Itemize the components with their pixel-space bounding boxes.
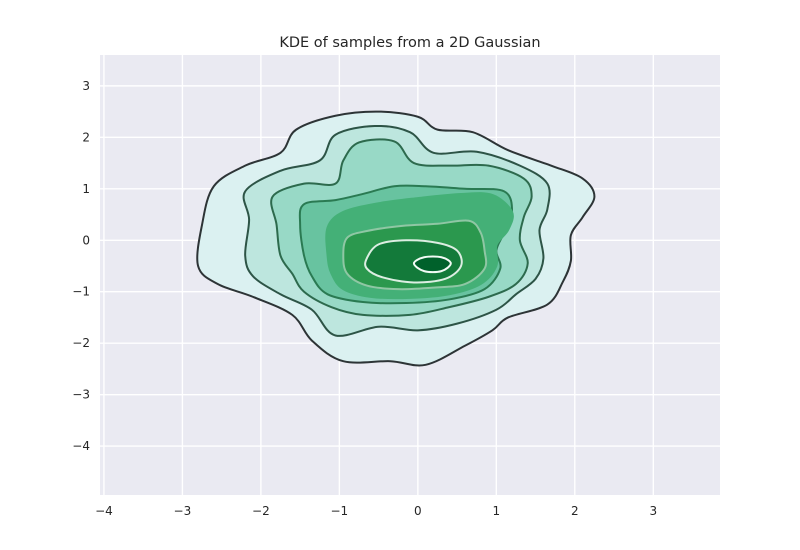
y-tick-label: 3 [82, 79, 90, 93]
x-tick-label: −4 [95, 504, 113, 518]
y-tick-label: 0 [82, 233, 90, 247]
y-axis-tick-labels: 3 2 1 0 −1 −2 −3 −4 [72, 79, 90, 453]
contour-level-8 [412, 255, 452, 274]
kde-contours [196, 110, 596, 367]
x-tick-label: −1 [331, 504, 349, 518]
y-tick-label: 2 [82, 130, 90, 144]
y-tick-label: −1 [72, 285, 90, 299]
x-tick-label: 2 [571, 504, 579, 518]
chart-title: KDE of samples from a 2D Gaussian [279, 35, 540, 51]
x-tick-label: −2 [252, 504, 270, 518]
x-axis-tick-labels: −4 −3 −2 −1 0 1 2 3 [95, 504, 657, 518]
x-tick-label: 3 [649, 504, 657, 518]
y-tick-label: 1 [82, 182, 90, 196]
x-tick-label: 0 [414, 504, 422, 518]
x-tick-label: 1 [493, 504, 501, 518]
y-tick-label: −2 [72, 336, 90, 350]
x-tick-label: −3 [174, 504, 192, 518]
y-tick-label: −3 [72, 388, 90, 402]
y-tick-label: −4 [72, 439, 90, 453]
